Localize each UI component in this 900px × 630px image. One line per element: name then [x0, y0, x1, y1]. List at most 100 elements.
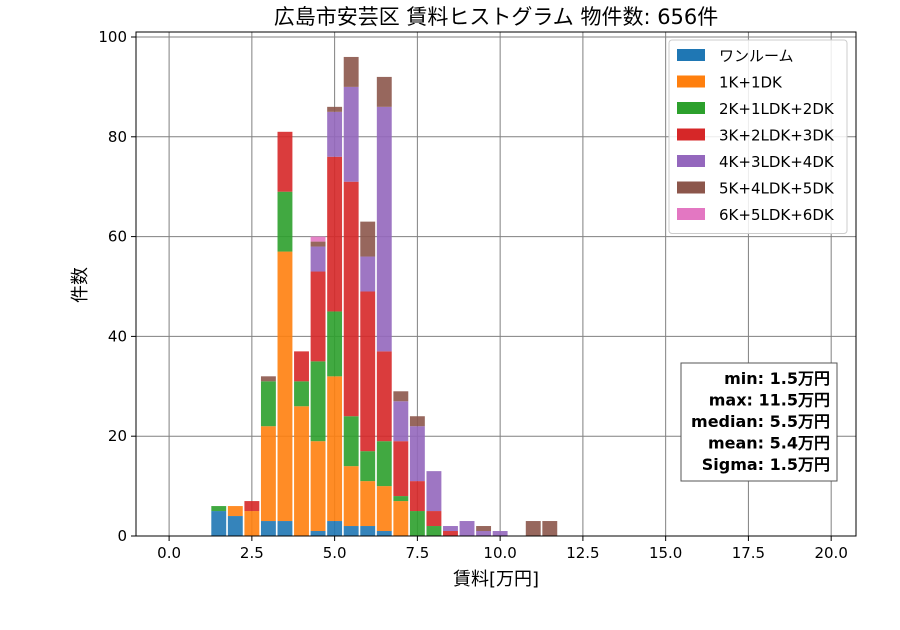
x-tick-label: 0.0 — [157, 544, 181, 562]
bar-segment — [393, 441, 409, 497]
legend-label: 6K+5LDK+6DK — [719, 206, 835, 224]
bar-segment — [393, 496, 409, 502]
stats-box — [680, 362, 838, 482]
bar-segment — [426, 526, 442, 536]
x-tick-label: 7.5 — [405, 544, 429, 562]
bar-segment — [426, 471, 442, 512]
legend-swatch — [677, 181, 705, 194]
bar-segment — [360, 221, 376, 257]
bar-segment — [310, 236, 326, 242]
bar-segment — [426, 511, 442, 527]
plot-area: 0.0 2.5 5.0 7.5 10.0 12.5 15.0 17.5 20.0 0 20 40 60 8… — [98, 28, 857, 562]
x-tick-label: 5.0 — [323, 544, 347, 562]
bar-segment — [343, 526, 359, 536]
bar-segment — [327, 521, 343, 536]
legend-swatch — [677, 155, 705, 167]
x-tick-label: 10.0 — [483, 544, 516, 562]
bar-segment — [393, 401, 409, 442]
legend-swatch — [677, 128, 705, 141]
y-tick-label: 80 — [108, 128, 127, 146]
bar-segment — [327, 311, 343, 377]
bar-segment — [459, 521, 475, 536]
bar-segment — [277, 251, 293, 522]
bar-segment — [244, 501, 260, 512]
plot-frame — [135, 31, 857, 537]
bar-segment — [327, 106, 343, 112]
bar-segment — [211, 506, 227, 512]
bar-segment — [343, 466, 359, 527]
y-tick-label: 40 — [108, 327, 127, 345]
bar-segment — [277, 131, 293, 192]
y-tick-label: 20 — [108, 427, 127, 445]
bar-segment — [277, 191, 293, 252]
bar-segment — [376, 106, 392, 352]
stats-line: min: 1.5万円 — [724, 369, 830, 388]
bar-segment — [260, 381, 276, 427]
legend-label: ワンルーム — [719, 47, 794, 65]
bar-segment — [343, 86, 359, 182]
bar-segment — [310, 361, 326, 442]
bar-segment — [310, 271, 326, 362]
bar-segment — [360, 256, 376, 292]
bar-segment — [343, 416, 359, 467]
bar-segment — [227, 516, 243, 536]
y-tick-label: 100 — [98, 28, 127, 46]
bar-segment — [227, 506, 243, 517]
bar-segment — [244, 511, 260, 536]
legend-swatch — [677, 102, 705, 114]
legend-label: 1K+1DK — [719, 74, 783, 92]
bar-segment — [409, 481, 425, 512]
bar-segment — [294, 406, 309, 536]
bar-segment — [310, 241, 326, 247]
bar-segment — [393, 391, 409, 402]
bar-segment — [360, 451, 376, 482]
bar-segment — [409, 416, 425, 427]
bar-segment — [376, 531, 392, 536]
bar-segment — [409, 426, 425, 482]
x-axis-label: 賃料[万円] — [453, 569, 539, 590]
stats-line: Sigma: 1.5万円 — [702, 455, 830, 474]
bar-segment — [393, 501, 409, 536]
bar-segment — [211, 511, 227, 536]
bar-segment — [294, 351, 309, 382]
stats-line: mean: 5.4万円 — [708, 434, 830, 453]
legend-box — [668, 39, 848, 234]
bar-segment — [360, 526, 376, 536]
legend-swatch — [677, 49, 705, 61]
bar-segment — [409, 511, 425, 536]
x-tick-label: 15.0 — [649, 544, 682, 562]
bar-segment — [310, 246, 326, 272]
bar-segment — [260, 521, 276, 536]
bar-segment — [310, 531, 326, 536]
stats-line: median: 5.5万円 — [691, 412, 830, 431]
legend-label: 4K+3LDK+4DK — [719, 153, 835, 171]
bar-segment — [360, 481, 376, 527]
bar-segment — [277, 521, 293, 536]
bar-segment — [443, 526, 458, 532]
legend-label: 3K+2LDK+3DK — [719, 127, 835, 145]
bar-segment — [327, 376, 343, 522]
x-tick-label: 12.5 — [566, 544, 599, 562]
bar-segment — [443, 531, 458, 536]
bar-segment — [360, 291, 376, 452]
chart-title: 広島市安芸区 賃料ヒストグラム 物件数: 656件 — [274, 5, 719, 29]
legend-label: 5K+4LDK+5DK — [719, 180, 835, 198]
x-tick-label: 2.5 — [240, 544, 264, 562]
legend-swatch — [677, 208, 705, 220]
bar-segment — [476, 531, 492, 536]
bar-segment — [343, 181, 359, 417]
bar-segment — [376, 486, 392, 532]
legend-swatch — [677, 75, 705, 88]
bar-segment — [376, 351, 392, 442]
y-tick-label: 60 — [108, 228, 127, 246]
bar-segment — [310, 441, 326, 532]
bar-segment — [343, 56, 359, 87]
x-tick-label: 17.5 — [732, 544, 765, 562]
bar-segment — [260, 426, 276, 522]
bar-segment — [542, 521, 558, 536]
bar-segment — [376, 441, 392, 487]
bar-segment — [327, 111, 343, 157]
bar-segment — [525, 521, 541, 536]
bar-segment — [476, 526, 492, 532]
